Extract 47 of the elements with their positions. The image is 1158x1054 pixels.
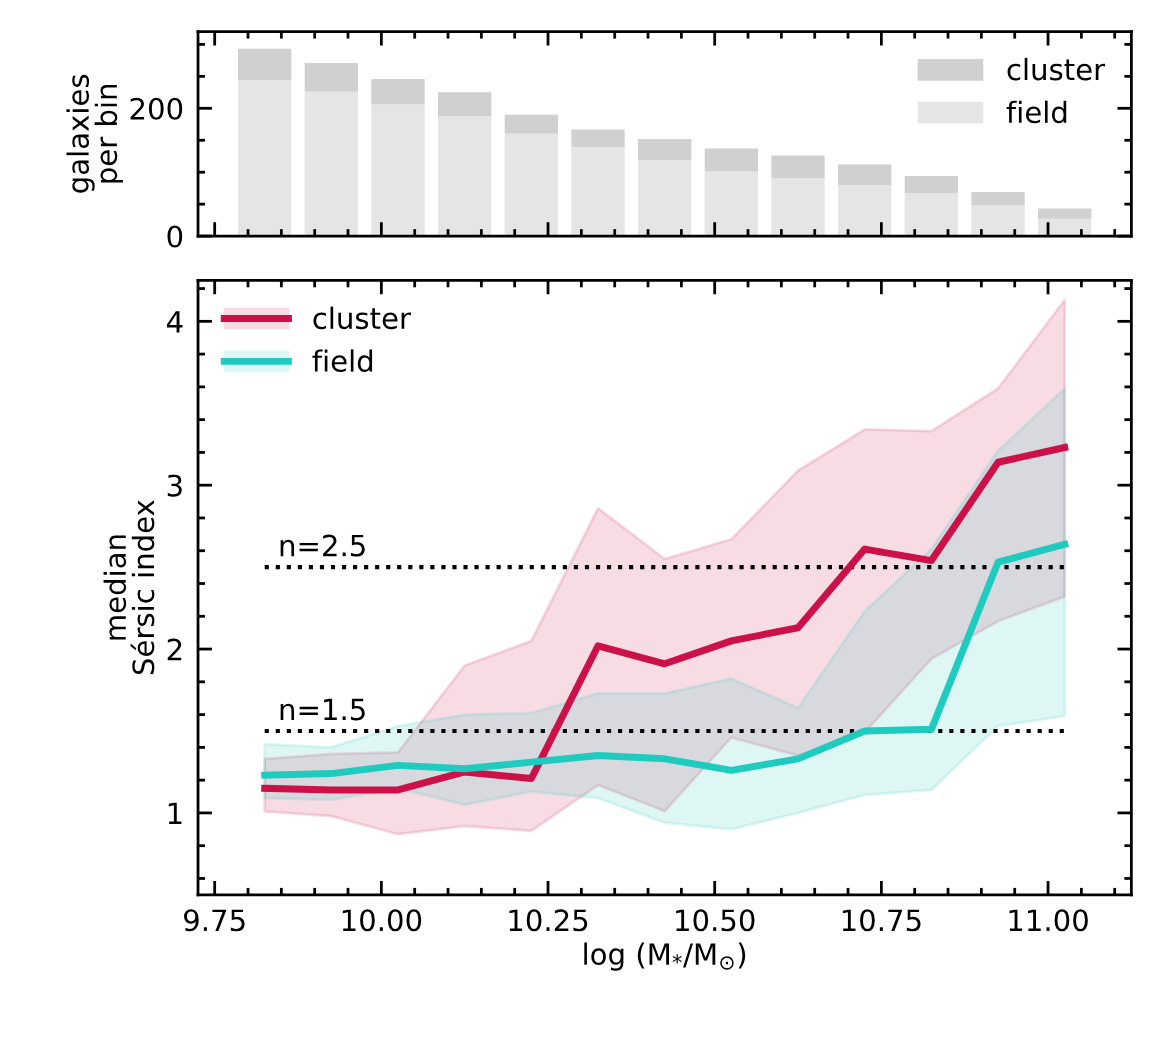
bar	[371, 78, 425, 105]
x-axis-title: log (M$_{*}$/M$_{⊙}$)	[584, 942, 746, 971]
bar	[904, 176, 959, 194]
legend-label: field	[312, 349, 373, 372]
y-tick-label: 2	[167, 638, 182, 661]
bar	[838, 184, 892, 237]
bar	[771, 177, 825, 237]
x-tick-label: 10.50	[676, 909, 755, 932]
bar	[638, 138, 692, 161]
bar	[638, 160, 692, 237]
y-tick-label: 1	[168, 802, 182, 824]
bar	[304, 91, 359, 237]
bar	[971, 192, 1025, 206]
bar	[971, 205, 1025, 237]
y-tick-label: 3	[167, 474, 182, 497]
bar	[1038, 218, 1092, 237]
y-tick-label: 0	[167, 225, 183, 248]
legend-label: field	[1006, 100, 1067, 124]
bar	[371, 104, 425, 237]
bar	[304, 62, 359, 92]
legend-label: cluster	[313, 306, 411, 330]
bar	[571, 147, 625, 237]
ref-line-label: n=2.5	[280, 534, 365, 557]
y-axis-title: median Sérsic index	[103, 500, 155, 675]
bar	[504, 133, 559, 237]
y-tick-label: 200	[130, 97, 183, 120]
y-tick-label: 4	[167, 311, 183, 333]
legend-label: cluster	[1007, 57, 1106, 81]
bar	[438, 92, 492, 117]
y-axis-title: galaxies per bin	[66, 74, 123, 193]
bar	[504, 114, 559, 134]
x-tick-label: 11.00	[1009, 909, 1088, 932]
ref-line-label: n=1.5	[280, 698, 365, 721]
bar	[838, 164, 892, 185]
bar	[704, 171, 759, 237]
x-tick-label: 10.75	[842, 909, 921, 932]
bar	[571, 129, 625, 148]
bar	[238, 80, 292, 237]
bar	[1038, 208, 1092, 219]
bar	[904, 193, 959, 237]
x-tick-label: 9.75	[184, 909, 245, 932]
bar	[238, 48, 292, 81]
bar	[438, 116, 492, 237]
bar	[771, 155, 825, 178]
x-tick-label: 10.00	[342, 909, 422, 932]
bar	[704, 148, 759, 172]
x-tick-label: 10.25	[509, 909, 588, 932]
